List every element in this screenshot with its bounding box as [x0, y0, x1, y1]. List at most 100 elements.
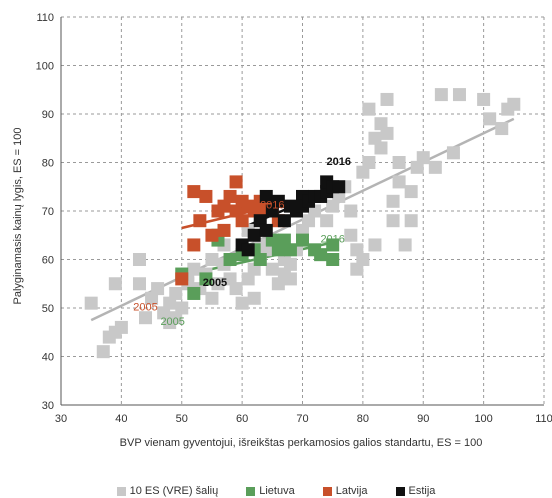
point-10 [211, 277, 225, 291]
annotation-label: 2016 [260, 200, 284, 212]
data-points [84, 88, 521, 359]
x-tick-label: 110 [535, 413, 552, 425]
point-10 [235, 296, 249, 310]
point-estija [259, 189, 273, 203]
point-10 [416, 151, 430, 165]
point-latvija [235, 214, 249, 228]
annotation-label: 2005 [203, 277, 227, 289]
point-10 [380, 126, 394, 140]
point-10 [320, 214, 334, 228]
x-tick-label: 60 [236, 413, 248, 425]
point-lietuva [296, 233, 309, 247]
legend-item-latvija: Latvija [322, 484, 368, 498]
point-10 [507, 97, 521, 111]
x-tick-label: 80 [357, 413, 369, 425]
point-10 [368, 238, 382, 252]
x-axis-label: BVP vienam gyventojui, išreikštas perkam… [120, 437, 483, 449]
point-10 [205, 291, 219, 305]
point-estija [259, 223, 273, 237]
point-10 [446, 146, 460, 160]
point-latvija [187, 185, 201, 199]
annotation-label: 2016 [320, 234, 344, 246]
legend-label-latvija: Latvija [335, 485, 368, 497]
legend-swatch-estija [395, 486, 405, 496]
y-tick-label: 80 [42, 158, 54, 170]
point-lietuva [326, 253, 340, 266]
x-tick-label: 40 [115, 413, 127, 425]
point-10 [265, 262, 279, 276]
point-lietuva [187, 286, 201, 300]
point-10 [495, 122, 509, 136]
point-10 [344, 204, 358, 218]
point-10 [362, 102, 376, 116]
annotation-label: 2005 [160, 316, 184, 328]
point-10 [205, 253, 219, 266]
point-latvija [193, 214, 207, 228]
point-10 [483, 112, 497, 126]
point-10 [434, 88, 448, 102]
legend-item-lietuva: Lietuva [246, 484, 295, 498]
point-10 [132, 253, 146, 266]
annotation-label: 2016 [326, 156, 350, 168]
point-10 [247, 291, 261, 305]
x-tick-label: 50 [176, 413, 188, 425]
point-10 [114, 320, 128, 334]
y-tick-label: 50 [42, 303, 54, 315]
y-tick-label: 30 [42, 400, 54, 412]
legend-swatch-latvija [322, 486, 332, 496]
point-latvija [205, 228, 219, 242]
point-10 [404, 214, 418, 228]
point-10 [386, 194, 400, 208]
point-10 [428, 160, 442, 174]
point-10 [380, 92, 394, 106]
y-tick-label: 60 [42, 255, 54, 267]
x-tick-label: 90 [417, 413, 429, 425]
point-10 [344, 228, 358, 242]
point-10 [362, 156, 376, 169]
legend-item-estija: Estija [395, 484, 435, 498]
point-latvija [187, 238, 201, 252]
legend-label-lietuva: Lietuva [259, 485, 295, 497]
y-tick-label: 100 [36, 61, 54, 73]
point-estija [332, 180, 346, 194]
point-lietuva [253, 253, 267, 266]
legend-item-10-es: 10 ES (VRE) šalių [116, 484, 219, 498]
point-lietuva [223, 253, 237, 266]
x-tick-label: 100 [474, 413, 492, 425]
point-10 [229, 282, 243, 296]
point-estija [247, 228, 261, 242]
point-10 [392, 175, 406, 189]
legend: 10 ES (VRE) šalių Lietuva Latvija Estija [0, 484, 552, 498]
point-10 [374, 141, 388, 155]
point-10 [404, 185, 418, 199]
point-lietuva [199, 272, 213, 286]
point-latvija [229, 175, 243, 189]
x-tick-label: 70 [296, 413, 308, 425]
point-10 [283, 272, 297, 286]
point-estija [241, 243, 255, 257]
y-axis-label: Palyginamasis kainų lygis, ES = 100 [12, 127, 24, 304]
point-10 [151, 282, 165, 296]
point-estija [277, 214, 291, 228]
y-tick-label: 110 [36, 12, 54, 24]
point-lietuva [314, 248, 328, 262]
point-latvija [199, 189, 213, 203]
point-10 [452, 88, 466, 102]
point-10 [175, 301, 189, 315]
point-estija [271, 194, 285, 208]
point-lietuva [326, 238, 340, 252]
axes: 30 40 50 60 70 80 90 100 110 30 40 50 60 70 80 90 100 110 [36, 12, 552, 425]
point-latvija [223, 189, 237, 203]
point-latvija [175, 272, 189, 286]
point-10 [386, 214, 400, 228]
point-lietuva [283, 243, 297, 257]
legend-label-10-es: 10 ES (VRE) šalių [129, 485, 219, 497]
x-tick-label: 30 [55, 413, 67, 425]
point-10 [356, 253, 370, 266]
point-10 [392, 156, 406, 169]
legend-swatch-lietuva [246, 486, 256, 496]
point-10 [139, 311, 153, 325]
point-latvija [217, 223, 231, 237]
scatter-chart: 30 40 50 60 70 80 90 100 110 30 40 50 60 70 80 90 100 110… [12, 12, 552, 449]
